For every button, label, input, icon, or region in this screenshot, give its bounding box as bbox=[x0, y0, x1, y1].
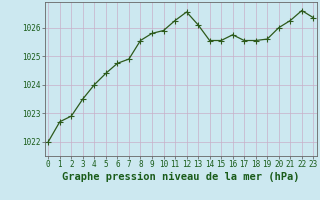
X-axis label: Graphe pression niveau de la mer (hPa): Graphe pression niveau de la mer (hPa) bbox=[62, 172, 300, 182]
